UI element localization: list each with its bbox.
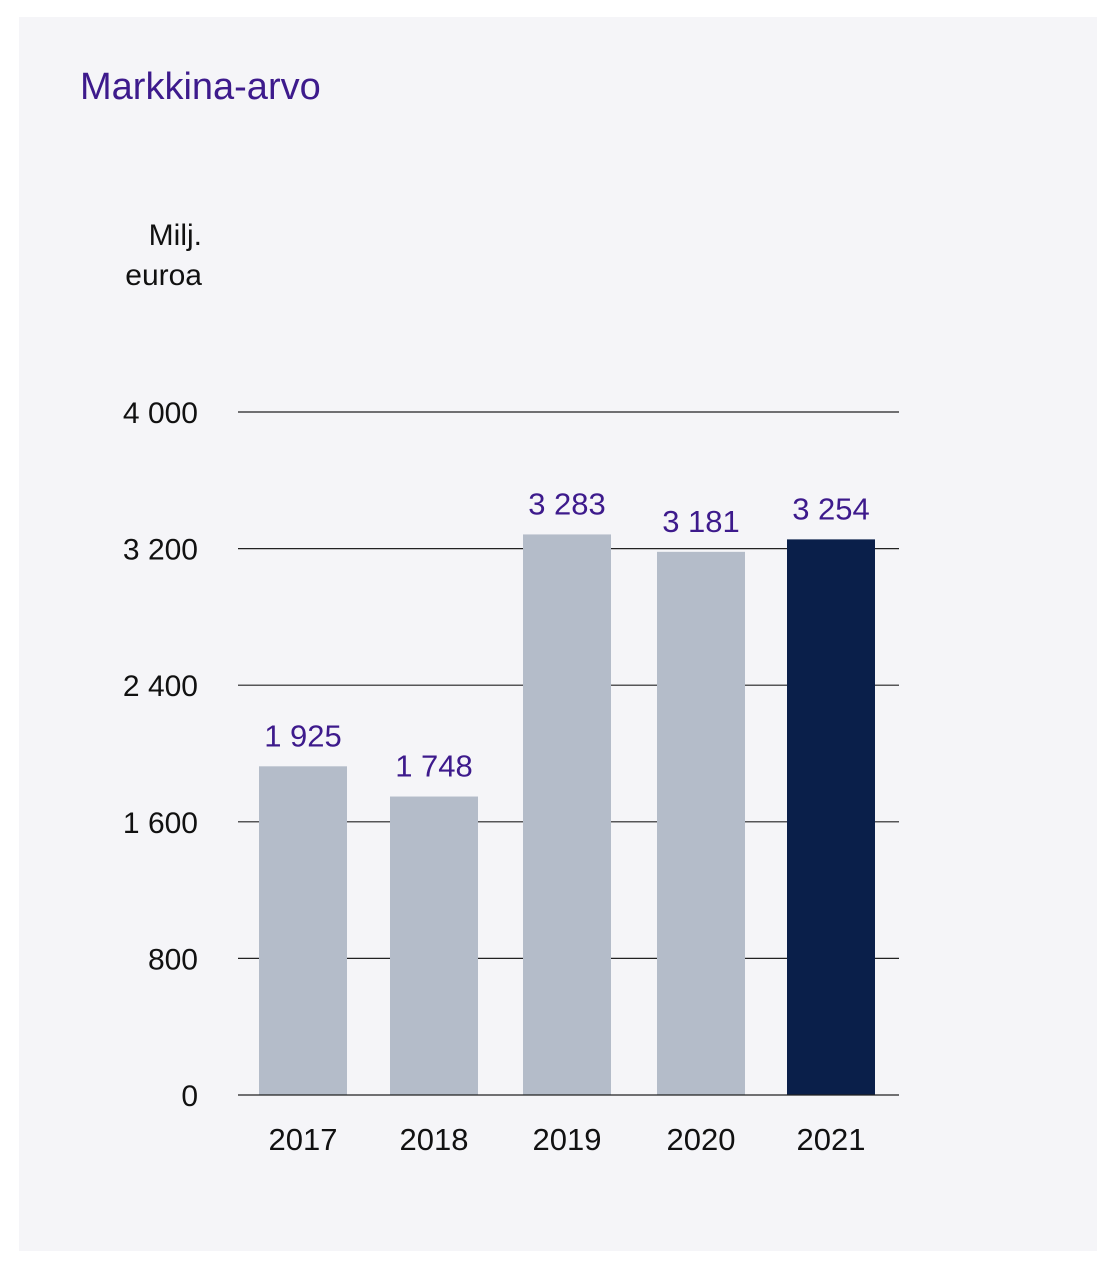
x-tick-label-2020: 2020 bbox=[667, 1122, 736, 1157]
bar-2019 bbox=[523, 534, 611, 1095]
y-axis-unit-label: Milj. euroa bbox=[62, 216, 202, 296]
y-axis-unit-line-2: euroa bbox=[125, 259, 202, 292]
y-tick-label: 800 bbox=[148, 943, 198, 976]
y-axis-unit-line-1: Milj. bbox=[148, 219, 202, 252]
y-tick-label: 2 400 bbox=[123, 670, 198, 703]
value-label-2018: 1 748 bbox=[395, 749, 473, 784]
y-tick-label: 1 600 bbox=[123, 807, 198, 840]
value-label-2021: 3 254 bbox=[792, 491, 870, 526]
bar-2021 bbox=[787, 539, 875, 1095]
value-label-2019: 3 283 bbox=[528, 486, 606, 521]
value-label-2017: 1 925 bbox=[264, 718, 342, 753]
y-tick-label: 0 bbox=[181, 1080, 198, 1113]
chart-title: Markkina-arvo bbox=[80, 66, 321, 108]
bar-2018 bbox=[390, 796, 478, 1095]
bar-2017 bbox=[259, 766, 347, 1095]
x-tick-label-2019: 2019 bbox=[533, 1122, 602, 1157]
x-tick-label-2017: 2017 bbox=[269, 1122, 338, 1157]
x-tick-label-2021: 2021 bbox=[797, 1122, 866, 1157]
y-tick-label: 3 200 bbox=[123, 534, 198, 567]
y-tick-label: 4 000 bbox=[123, 397, 198, 430]
bar-2020 bbox=[657, 551, 745, 1095]
x-tick-label-2018: 2018 bbox=[400, 1122, 469, 1157]
value-label-2020: 3 181 bbox=[662, 504, 740, 539]
